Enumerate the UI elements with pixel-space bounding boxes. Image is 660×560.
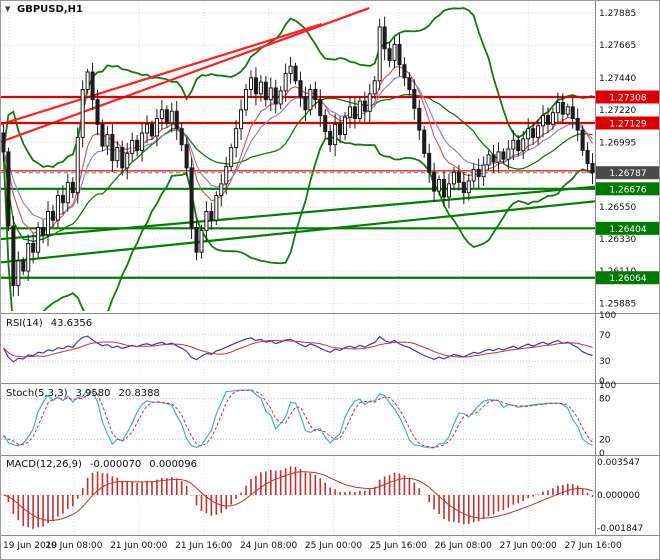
svg-text:100: 100	[599, 381, 616, 391]
svg-text:24 Jun 08:00: 24 Jun 08:00	[240, 541, 297, 551]
macd-header: MACD(12,26,9) -0.000070 0.000096	[6, 460, 197, 470]
svg-text:1.26330: 1.26330	[599, 235, 636, 245]
svg-text:1.26404: 1.26404	[609, 225, 646, 235]
svg-text:27 Jun 16:00: 27 Jun 16:00	[565, 541, 622, 551]
indicator-scales[interactable]: 10070300100802000.0035470.000000-0.00184…	[597, 311, 643, 534]
indicator-plots	[2, 335, 594, 529]
svg-text:1.27308: 1.27308	[609, 93, 646, 103]
svg-text:100: 100	[599, 311, 616, 321]
stoch-title: Stoch(5,3,3)	[6, 388, 68, 399]
svg-text:1.26550: 1.26550	[599, 203, 636, 213]
svg-text:1.25885: 1.25885	[599, 300, 636, 310]
svg-text:1.27885: 1.27885	[599, 9, 636, 19]
macd-value-signal: 0.000096	[149, 459, 197, 470]
svg-text:1.26995: 1.26995	[599, 138, 636, 148]
svg-text:-0.001847: -0.001847	[597, 524, 643, 534]
svg-text:21 Jun 00:00: 21 Jun 00:00	[110, 541, 167, 551]
price-badge-support: 1.26064	[596, 271, 659, 285]
svg-text:20 Jun 08:00: 20 Jun 08:00	[45, 541, 102, 551]
svg-text:1.26676: 1.26676	[609, 185, 646, 195]
symbol-timeframe-text: GBPUSD,H1	[17, 4, 83, 15]
rsi-title: RSI(14)	[6, 318, 43, 329]
symbol-dropdown-icon[interactable]: ▼	[5, 5, 11, 13]
svg-text:26 Jun 08:00: 26 Jun 08:00	[435, 541, 492, 551]
svg-text:27 Jun 00:00: 27 Jun 00:00	[500, 541, 557, 551]
rsi-value: 43.6356	[50, 318, 93, 329]
stoch-value-k: 3.9580	[75, 388, 111, 399]
grid-lines	[1, 3, 595, 535]
svg-text:30: 30	[599, 357, 611, 367]
svg-text:1.26064: 1.26064	[609, 274, 646, 284]
price-badge-current: 1.26787	[596, 166, 659, 180]
candlesticks	[1, 16, 595, 297]
rsi-header: RSI(14) 43.6356	[6, 319, 92, 329]
svg-text:0: 0	[599, 377, 605, 387]
svg-text:20: 20	[599, 435, 611, 445]
svg-text:19 Jun 2019: 19 Jun 2019	[3, 541, 57, 551]
stoch-value-d: 20.8388	[118, 388, 160, 399]
price-badge-support: 1.26404	[596, 221, 659, 235]
svg-text:70: 70	[599, 331, 611, 341]
stoch-header: Stoch(5,3,3) 3.9580 20.8388	[6, 389, 160, 399]
main-plot	[1, 7, 595, 311]
panel-separators	[1, 1, 659, 536]
svg-text:1.27440: 1.27440	[599, 74, 636, 84]
price-badge-support: 1.26676	[596, 182, 659, 196]
svg-text:25 Jun 16:00: 25 Jun 16:00	[370, 541, 427, 551]
svg-text:0: 0	[599, 449, 605, 459]
price-badge-resistance: 1.27308	[596, 90, 659, 104]
price-badge-resistance: 1.27129	[596, 116, 659, 130]
svg-text:1.27129: 1.27129	[609, 120, 646, 130]
svg-text:25 Jun 00:00: 25 Jun 00:00	[305, 541, 362, 551]
svg-text:1.27220: 1.27220	[599, 106, 636, 116]
macd-title: MACD(12,26,9)	[6, 459, 82, 470]
svg-text:0.000000: 0.000000	[597, 491, 640, 501]
svg-text:0.003547: 0.003547	[597, 458, 640, 468]
svg-text:80: 80	[599, 395, 611, 405]
macd-value-main: -0.000070	[89, 459, 142, 470]
svg-text:1.27665: 1.27665	[599, 41, 636, 51]
price-axis[interactable]: 1.27885 1.27665 1.27440 1.27220 1.26995 1.265…	[596, 9, 660, 310]
svg-text:1.26787: 1.26787	[609, 169, 646, 179]
symbol-label: GBPUSD,H1	[17, 5, 83, 15]
svg-text:21 Jun 16:00: 21 Jun 16:00	[175, 541, 232, 551]
